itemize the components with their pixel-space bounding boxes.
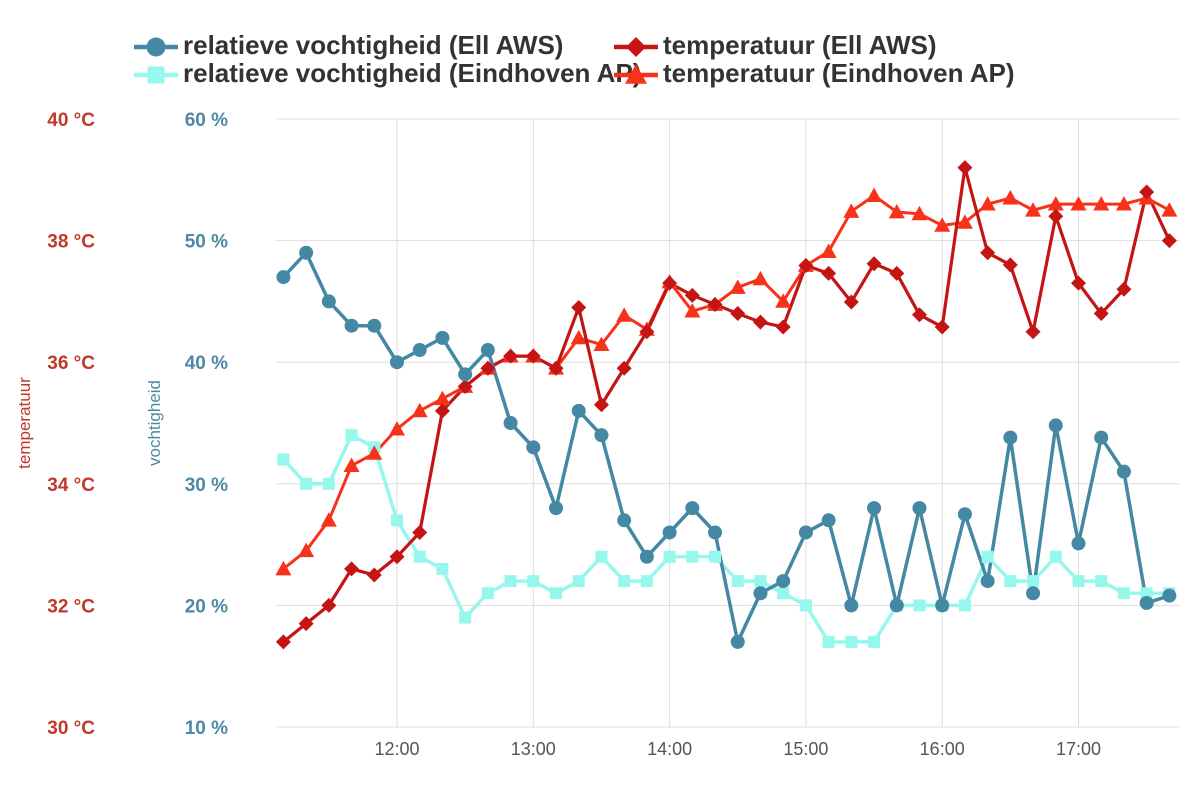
svg-text:40 °C: 40 °C	[47, 110, 95, 131]
svg-text:17:00: 17:00	[1056, 739, 1101, 759]
svg-text:15:00: 15:00	[783, 739, 828, 759]
svg-text:38 °C: 38 °C	[47, 232, 95, 253]
svg-text:temperatuur (Eindhoven AP): temperatuur (Eindhoven AP)	[663, 58, 1015, 88]
svg-text:16:00: 16:00	[920, 739, 965, 759]
svg-text:13:00: 13:00	[511, 739, 556, 759]
svg-text:14:00: 14:00	[647, 739, 692, 759]
svg-text:temperatuur (Ell AWS): temperatuur (Ell AWS)	[663, 30, 937, 60]
svg-text:relatieve vochtigheid (Eindhov: relatieve vochtigheid (Eindhoven AP)	[183, 58, 641, 88]
svg-text:34 °C: 34 °C	[47, 475, 95, 496]
svg-text:vochtigheid: vochtigheid	[145, 380, 164, 466]
svg-text:32 °C: 32 °C	[47, 596, 95, 617]
svg-text:50 %: 50 %	[185, 232, 228, 253]
svg-text:30 %: 30 %	[185, 475, 228, 496]
svg-text:10 %: 10 %	[185, 718, 228, 739]
svg-text:40 %: 40 %	[185, 353, 228, 374]
svg-text:20 %: 20 %	[185, 596, 228, 617]
svg-text:relatieve vochtigheid (Ell AWS: relatieve vochtigheid (Ell AWS)	[183, 30, 563, 60]
svg-text:12:00: 12:00	[374, 739, 419, 759]
svg-text:36 °C: 36 °C	[47, 353, 95, 374]
svg-text:temperatuur: temperatuur	[15, 377, 34, 469]
svg-text:60 %: 60 %	[185, 110, 228, 131]
svg-text:30 °C: 30 °C	[47, 718, 95, 739]
